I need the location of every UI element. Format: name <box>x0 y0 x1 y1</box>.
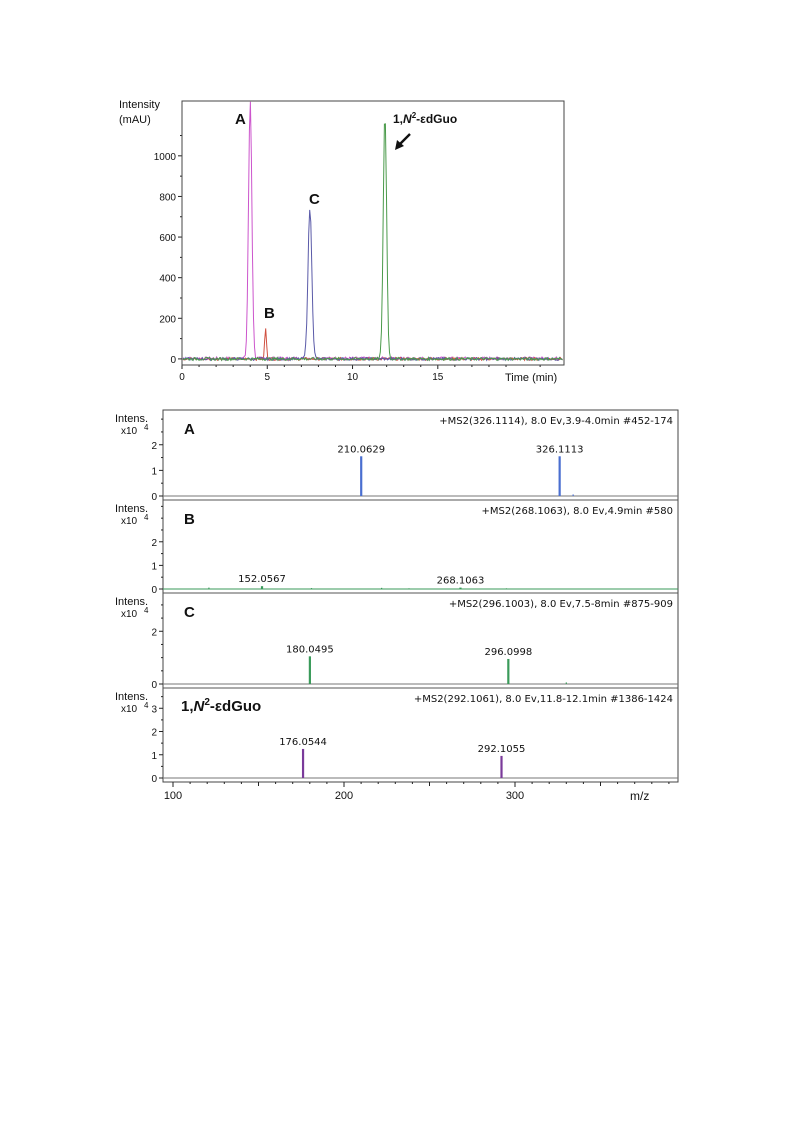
chrom-y-tick-label: 600 <box>159 233 176 244</box>
ms-panel-label: A <box>184 421 195 438</box>
chrom-trace-0 <box>182 101 563 361</box>
ms-y-tick-label: 2 <box>151 441 157 452</box>
ms-frame <box>162 409 679 783</box>
chrom-traces <box>182 101 563 362</box>
ms-y-tick-label: 2 <box>151 627 157 638</box>
chrom-trace-2 <box>182 209 563 362</box>
ms-peak-label: 152.0567 <box>238 574 286 585</box>
chrom-x-tick-label: 0 <box>179 372 185 383</box>
ms-y-tick-label: 0 <box>151 774 157 785</box>
ms-y-tick-label: 1 <box>151 466 157 477</box>
ms-y-label: Intens. <box>115 413 148 425</box>
peak-label-c: C <box>309 191 320 208</box>
chrom-y-tick-label: 1000 <box>154 152 177 163</box>
chromatogram: Intensity (mAU) 0 5 10 1502004006008001000 … <box>119 99 565 384</box>
ms-panel-header: +MS2(296.1003), 8.0 Ev,7.5-8min #875-909 <box>449 599 673 610</box>
ms-y-exp: 4 <box>144 606 149 615</box>
chrom-y-tick-label: 0 <box>170 355 176 366</box>
ms-y-exp: 4 <box>144 701 149 710</box>
ms-panel-label: 1,N2-εdGuo <box>181 697 261 715</box>
peak-label-edguo: 1,N2-εdGuo <box>393 111 457 126</box>
ms-xlabel: m/z <box>630 789 649 803</box>
ms-y-tick-label: 0 <box>151 680 157 691</box>
ms-x-tick-label: 100 <box>164 790 182 802</box>
peak-label-edguo-n: N <box>403 112 412 126</box>
chrom-trace-1 <box>182 328 563 362</box>
chrom-x-tick-label: 15 <box>432 372 444 383</box>
ms-peak-label: 292.1055 <box>478 744 526 755</box>
chrom-xlabel: Time (min) <box>505 372 557 384</box>
chrom-plot-frame <box>181 100 565 366</box>
ms-panel-header: +MS2(326.1114), 8.0 Ev,3.9-4.0min #452-1… <box>439 416 673 427</box>
ms-y-tick-label: 0 <box>151 585 157 596</box>
ms-x-tick-label: 300 <box>506 790 524 802</box>
ms-y-unit: x10 <box>121 426 138 437</box>
ms-y-tick-label: 1 <box>151 751 157 762</box>
peak-label-edguo-sup: 2 <box>412 111 417 120</box>
ms-panel-label: B <box>184 511 195 528</box>
ms-y-unit: x10 <box>121 516 138 527</box>
ms-peak-label: 296.0998 <box>484 647 532 658</box>
ms-panel-label-part: 1, <box>181 698 194 715</box>
ms-y-label: Intens. <box>115 691 148 703</box>
ms-y-tick-label: 1 <box>151 561 157 572</box>
chrom-y-tick-label: 200 <box>159 314 176 325</box>
ms-x-tick-label: 200 <box>335 790 353 802</box>
ms-y-tick-label: 2 <box>151 538 157 549</box>
chrom-trace-3 <box>182 123 563 362</box>
chrom-ylabel-line2: (mAU) <box>119 114 151 126</box>
ms-y-tick-label: 0 <box>151 492 157 503</box>
ms-panel-label: C <box>184 604 195 621</box>
ms-panel-label-part: N <box>194 698 206 715</box>
ms-panel-header: +MS2(268.1063), 8.0 Ev,4.9min #580 <box>482 506 674 517</box>
ms-panel-label-part: -εdGuo <box>210 698 261 715</box>
ms-y-unit: x10 <box>121 609 138 620</box>
ms-panel-label-part: 2 <box>204 697 210 708</box>
chrom-y-tick-label: 800 <box>159 192 176 203</box>
chrom-x-tick-label: 10 <box>347 372 359 383</box>
ms-y-tick-label: 2 <box>151 728 157 739</box>
arrow-icon <box>395 133 411 150</box>
ms-peak-label: 268.1063 <box>437 576 485 587</box>
peak-label-edguo-prefix: 1, <box>393 112 403 126</box>
chrom-ylabel-line1: Intensity <box>119 99 160 111</box>
ms-peak-label: 180.0495 <box>286 644 334 655</box>
peak-label-b: B <box>264 305 275 322</box>
chrom-y-tick-label: 400 <box>159 274 176 285</box>
ms-y-exp: 4 <box>144 423 149 432</box>
ms-y-tick-label: 3 <box>151 704 157 715</box>
ms-y-exp: 4 <box>144 513 149 522</box>
ms-y-unit: x10 <box>121 704 138 715</box>
chrom-x-tick-label: 5 <box>264 372 270 383</box>
ms-y-label: Intens. <box>115 596 148 608</box>
peak-label-edguo-suffix: -εdGuo <box>416 112 457 126</box>
ms-panel-header: +MS2(292.1061), 8.0 Ev,11.8-12.1min #138… <box>414 694 673 705</box>
peak-label-a: A <box>235 111 246 128</box>
ms-peak-label: 210.0629 <box>337 444 385 455</box>
ms-peak-label: 326.1113 <box>536 444 584 455</box>
ms-y-label: Intens. <box>115 503 148 515</box>
chrom-ticks: 0 5 10 15 0 200 400 600 800 1000 <box>154 135 541 383</box>
ms-peak-label: 176.0544 <box>279 737 327 748</box>
